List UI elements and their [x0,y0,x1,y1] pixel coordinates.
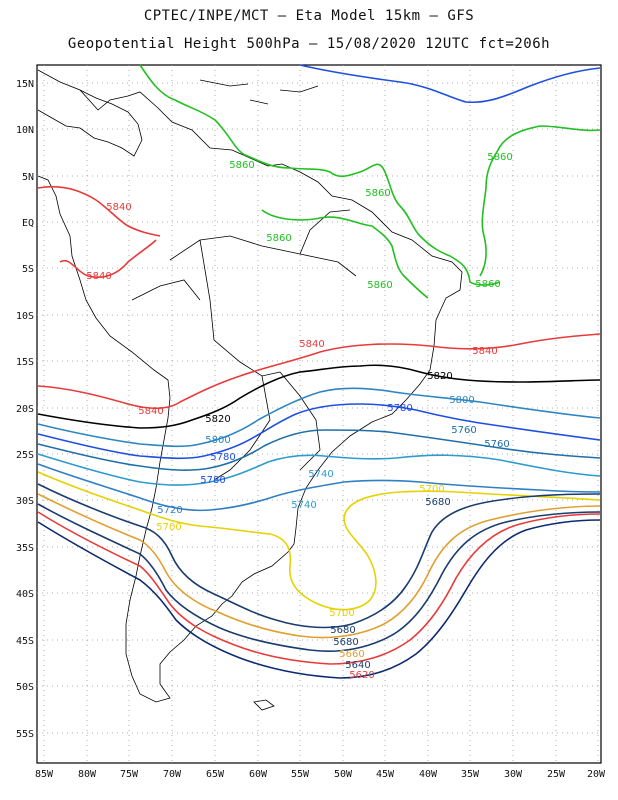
lon-tick: 30W [504,769,523,780]
contour-5620 [37,511,601,665]
contour-label: 5840 [86,271,111,282]
contour-label: 5840 [299,339,324,350]
contour-label: 5860 [475,279,500,290]
lat-tick: 45S [16,636,34,647]
lat-tick: 35S [16,543,34,554]
contour-label: 5860 [365,188,390,199]
lat-tick: 20S [16,404,34,415]
contour-label: 5720 [157,505,182,516]
lat-tick: 55S [16,729,34,740]
contours [37,64,601,679]
caribbean-islands [199,79,319,105]
lon-tick: 80W [78,769,97,780]
contour-5600 [37,519,601,679]
lon-tick: 70W [163,769,182,780]
contour-label: 5780 [210,452,235,463]
contour-5860-north [139,64,501,286]
contour-label: 5820 [205,414,230,425]
lon-tick: 50W [334,769,353,780]
lat-tick: 10S [16,311,34,322]
contour-5800 [37,387,601,448]
contour-label: 5760 [484,439,509,450]
contour-5840-main [37,333,601,410]
lon-tick: 40W [419,769,438,780]
falkland-islands [253,699,275,711]
contour-5720 [37,463,601,512]
contour-label: 5800 [205,435,230,446]
contour-label: 5620 [349,670,374,681]
contour-label: 5840 [472,346,497,357]
contour-label: 5700 [419,484,444,495]
contour-5780 [37,403,601,460]
contour-label: 5860 [266,233,291,244]
contour-5660 [37,493,601,639]
contour-label: 5860 [367,280,392,291]
contour-labels: 5860 5860 5860 5860 5860 5860 5840 5840 … [86,152,512,681]
coastlines [37,69,463,711]
contour-label: 5660 [339,649,364,660]
contour-5880-north [299,64,601,104]
contour-label: 5820 [427,371,452,382]
lat-tick: 5N [22,172,34,183]
contour-5860-right [479,125,601,277]
lat-tick: 30S [16,496,34,507]
contour-label: 5740 [291,500,316,511]
contour-5820 [37,364,601,429]
lon-tick: 35W [461,769,480,780]
lat-tick: 50S [16,682,34,693]
lon-tick: 85W [35,769,54,780]
contour-5640 [37,503,601,653]
country-borders [131,209,357,481]
lon-tick: 60W [249,769,268,780]
lon-tick: 75W [120,769,139,780]
contour-label: 5640 [345,660,370,671]
lat-tick: 15N [16,79,34,90]
contour-label: 5840 [106,202,131,213]
contour-label: 5800 [449,395,474,406]
contour-label: 5700 [156,522,181,533]
contour-label: 5860 [229,160,254,171]
lon-tick: 20W [587,769,606,780]
contour-label: 5680 [333,637,358,648]
lon-tick: 55W [291,769,310,780]
coastline-central-america [37,89,143,157]
contour-label: 5860 [487,152,512,163]
contour-label: 5740 [308,469,333,480]
graticule [37,65,601,763]
contour-label: 5780 [200,475,225,486]
contour-label: 5700 [329,608,354,619]
contour-5760 [37,429,601,471]
contour-label: 5840 [138,406,163,417]
lat-tick: 40S [16,589,34,600]
lon-tick: 45W [376,769,395,780]
lon-tick: 25W [547,769,566,780]
lon-tick: 65W [206,769,225,780]
contour-label: 5680 [330,625,355,636]
contour-5840-west [37,185,161,278]
latitude-axis: 15N 10N 5N EQ 5S 10S 15S 20S 25S 30S 35S… [16,79,34,740]
lat-tick: 10N [16,125,34,136]
contour-label: 5780 [387,403,412,414]
map-subtitle: Geopotential Height 500hPa – 15/08/2020 … [67,36,551,52]
lat-tick: 5S [22,264,34,275]
contour-5680 [37,483,601,629]
contour-5740 [37,453,601,486]
map-title: CPTEC/INPE/MCT – Eta Model 15km – GFS [143,8,475,24]
contour-label: 5680 [425,497,450,508]
map-frame [36,64,602,764]
contour-label: 5760 [451,425,476,436]
lat-tick: EQ [22,218,34,229]
contour-5860-lower [261,209,429,299]
lat-tick: 25S [16,450,34,461]
coastline-south-america [37,69,463,703]
longitude-axis: 85W 80W 75W 70W 65W 60W 55W 50W 45W 40W … [35,769,606,780]
contour-5700 [37,471,601,611]
lat-tick: 15S [16,357,34,368]
